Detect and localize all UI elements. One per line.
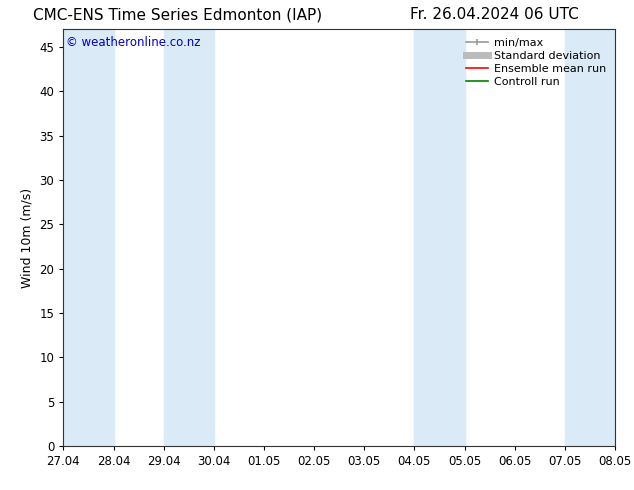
Text: CMC-ENS Time Series Edmonton (IAP): CMC-ENS Time Series Edmonton (IAP) xyxy=(33,7,322,23)
Bar xyxy=(565,29,615,446)
Bar xyxy=(415,29,465,446)
Bar xyxy=(63,29,113,446)
Bar xyxy=(164,29,214,446)
Legend: min/max, Standard deviation, Ensemble mean run, Controll run: min/max, Standard deviation, Ensemble me… xyxy=(463,35,609,90)
Text: © weatheronline.co.nz: © weatheronline.co.nz xyxy=(66,36,200,49)
Y-axis label: Wind 10m (m/s): Wind 10m (m/s) xyxy=(21,188,34,288)
Text: Fr. 26.04.2024 06 UTC: Fr. 26.04.2024 06 UTC xyxy=(410,7,579,23)
